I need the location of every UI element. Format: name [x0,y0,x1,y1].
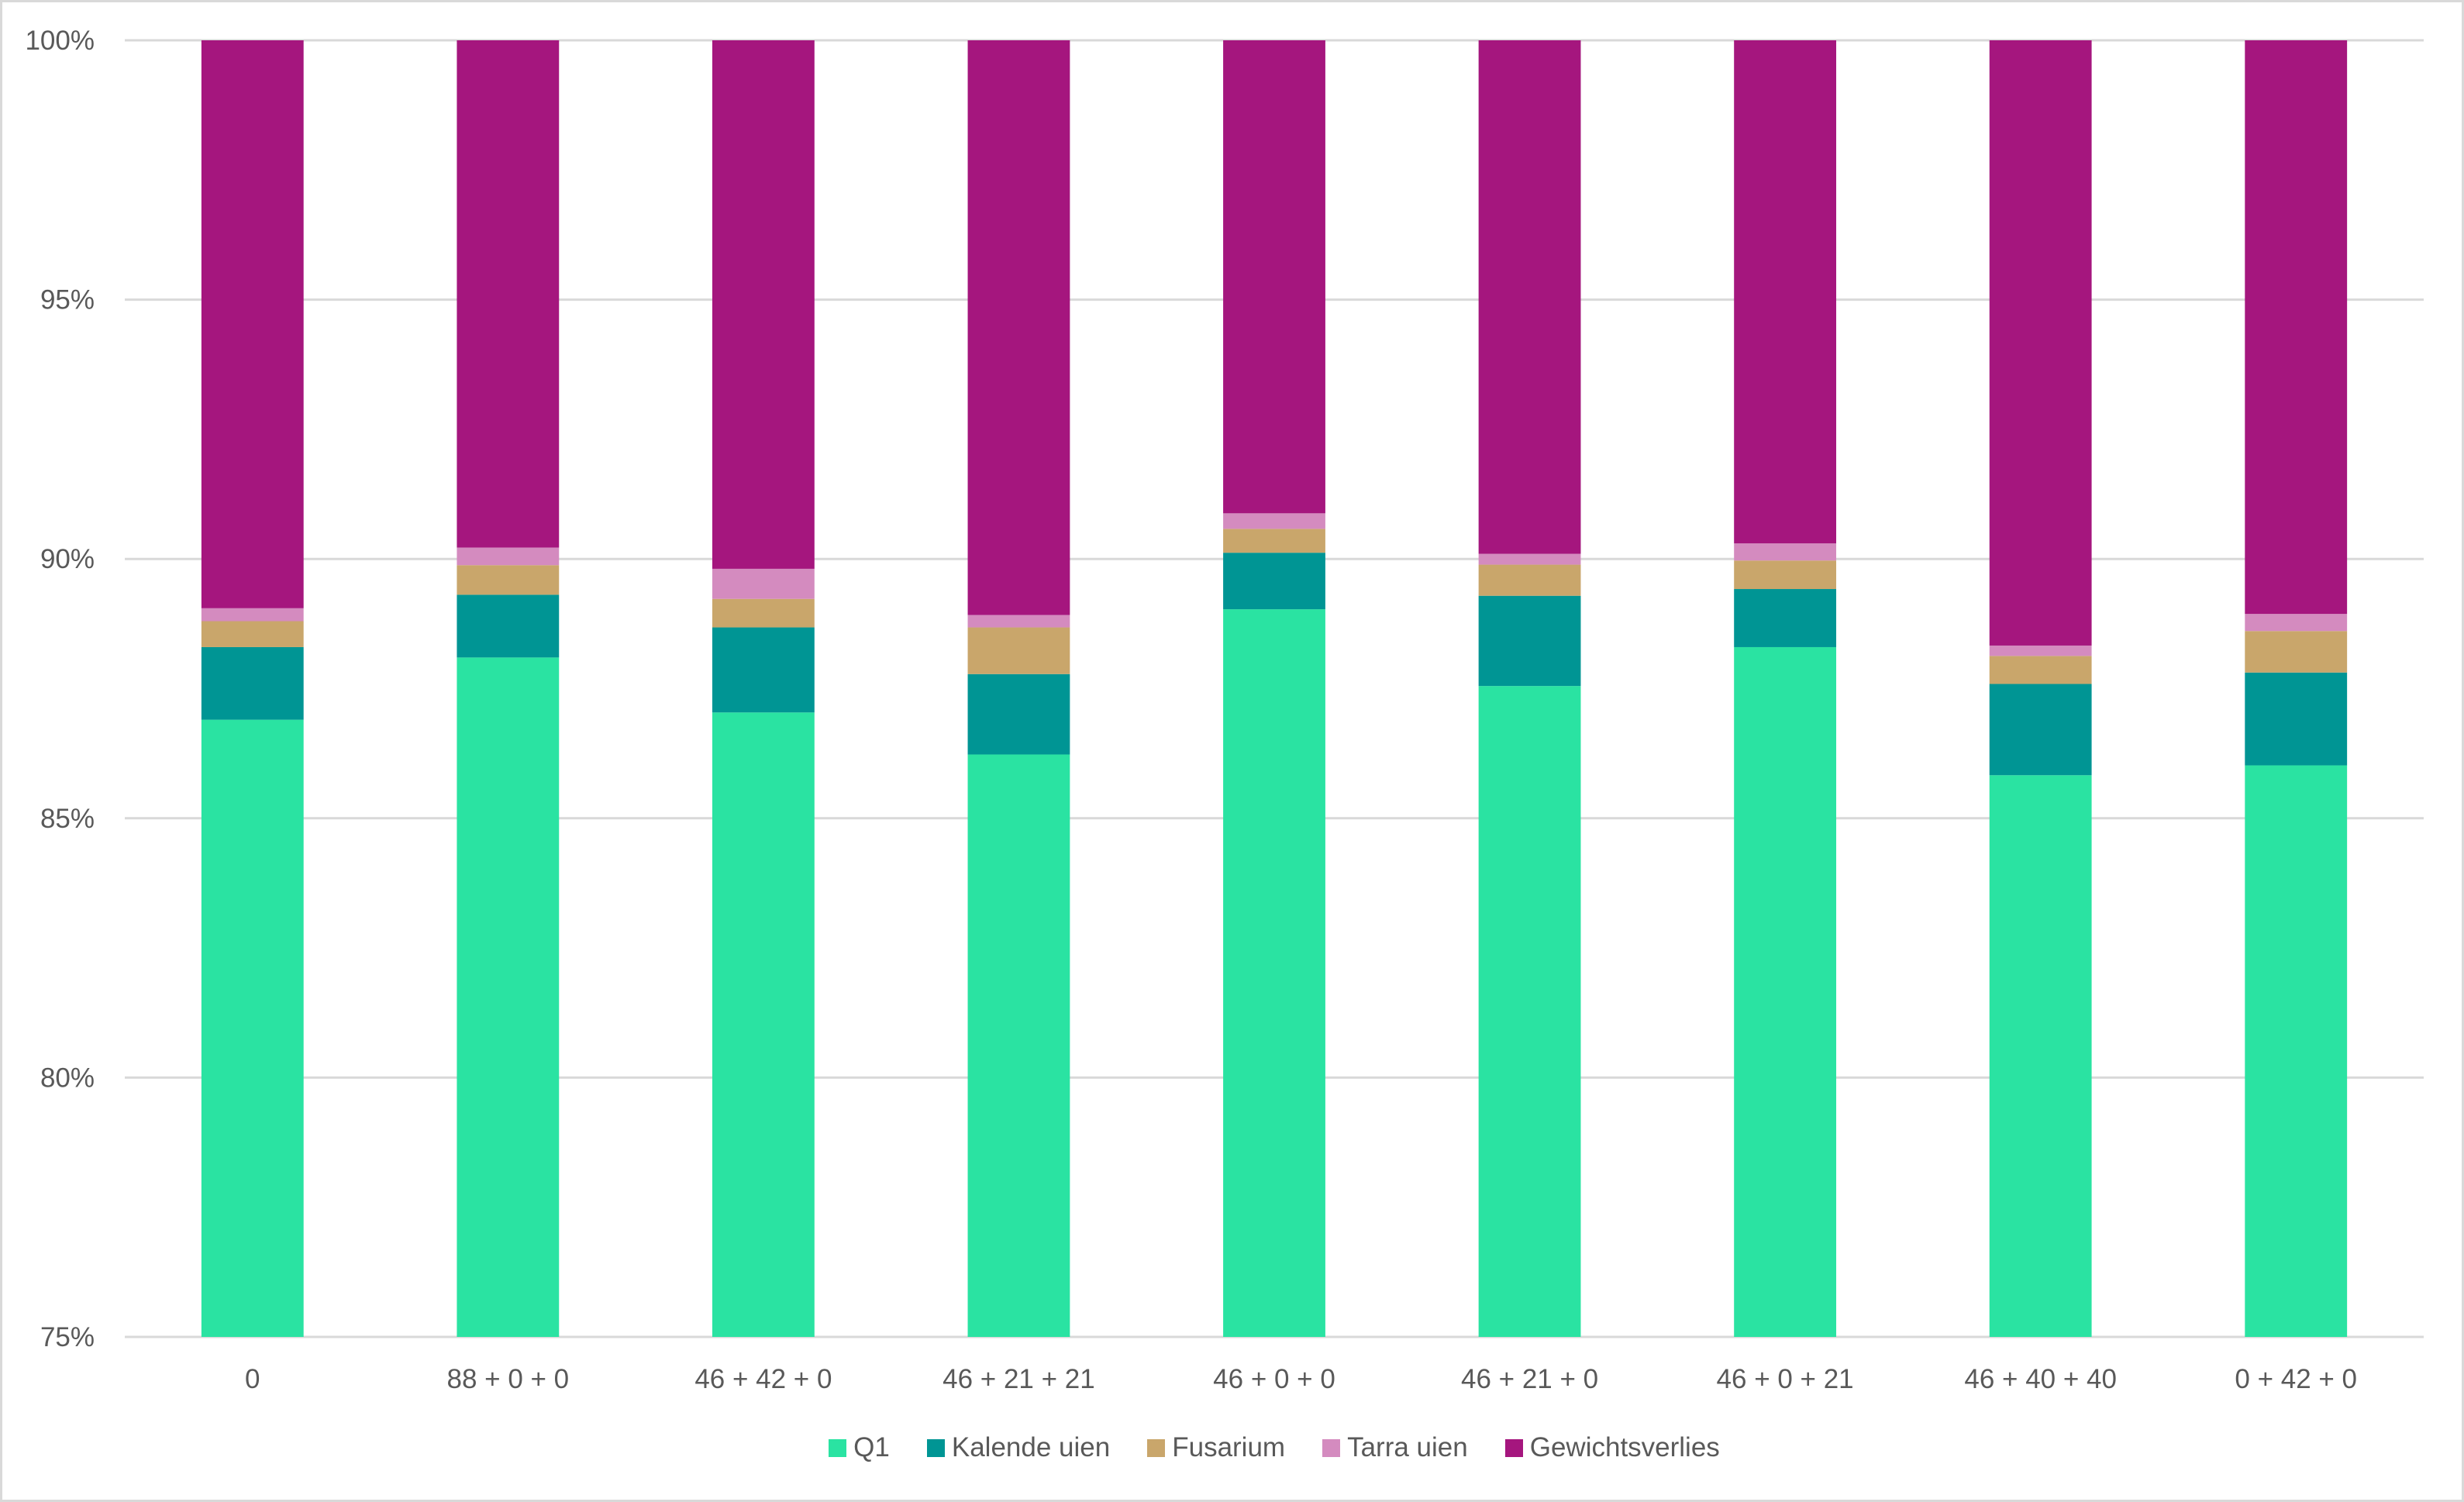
x-tick-label: 46 + 0 + 0 [1213,1364,1335,1394]
y-tick-label: 100% [25,26,95,56]
bar-stack [1734,40,1837,1337]
bar-segment-kalende-uien[interactable] [2245,672,2348,766]
legend-label: Q1 [853,1432,890,1462]
bar-segment-gewichtsverlies[interactable] [1734,40,1837,544]
legend-label: Gewichtsverlies [1529,1432,1720,1462]
bar-segment-fusarium[interactable] [712,598,815,628]
bar-segment-tarra-uien[interactable] [1478,553,1581,565]
legend-item-tarra-uien[interactable]: Tarra uien [1322,1432,1468,1463]
legend-label: Fusarium [1172,1432,1286,1462]
bar-segment-tarra-uien[interactable] [201,608,304,622]
bar-stack [2245,40,2348,1337]
bar-segment-tarra-uien[interactable] [457,547,560,566]
bar-segment-kalende-uien[interactable] [1989,684,2092,776]
bar-stack [1223,40,1325,1337]
y-axis-tick-labels: 75% 80% 85% 90% 95% 100% [25,26,95,1352]
bar-segment-fusarium[interactable] [1734,560,1837,590]
legend-item-fusarium[interactable]: Fusarium [1147,1432,1285,1463]
bar-segment-kalende-uien[interactable] [1734,589,1837,647]
x-tick-label: 46 + 42 + 0 [694,1364,832,1394]
bar-segment-fusarium[interactable] [2245,631,2348,673]
x-tick-label: 88 + 0 + 0 [447,1364,570,1394]
bar-segment-q1[interactable] [457,657,560,1337]
bar-segment-gewichtsverlies[interactable] [1223,40,1325,514]
x-tick-label: 46 + 0 + 21 [1717,1364,1854,1394]
bar-segment-tarra-uien[interactable] [1223,513,1325,529]
bar-segment-kalende-uien[interactable] [1478,595,1581,687]
bar-segment-fusarium[interactable] [967,627,1070,674]
x-tick-label: 46 + 21 + 21 [943,1364,1095,1394]
bar-segment-kalende-uien[interactable] [967,673,1070,755]
bar-segment-kalende-uien[interactable] [457,594,560,658]
y-tick-label: 75% [40,1322,95,1352]
bar-segment-q1[interactable] [967,754,1070,1337]
y-tick-label: 95% [40,285,95,315]
bar-segment-q1[interactable] [1734,646,1837,1337]
x-axis-tick-labels: 0 88 + 0 + 0 46 + 42 + 0 46 + 21 + 21 46 + 0… [245,1364,2357,1394]
legend-item-gewichtsverlies[interactable]: Gewichtsverlies [1504,1432,1720,1463]
bar-stack [201,40,304,1337]
legend-swatch-gewichtsverlies [1504,1438,1523,1457]
legend: Q1 Kalende uien Fusarium Tarra uien Gewi… [125,1432,2424,1463]
bar-segment-fusarium[interactable] [1478,564,1581,596]
bar-segment-tarra-uien[interactable] [1734,543,1837,561]
legend-item-q1[interactable]: Q1 [829,1432,890,1463]
bar-segment-gewichtsverlies[interactable] [967,40,1070,615]
bar-stack [712,40,815,1337]
bar-segment-tarra-uien[interactable] [712,568,815,599]
bar-segment-gewichtsverlies[interactable] [1478,40,1581,554]
bar-stack [457,40,560,1337]
legend-swatch-tarra-uien [1322,1438,1341,1457]
y-tick-label: 90% [40,544,95,574]
bar-segment-fusarium[interactable] [1223,529,1325,553]
bar-segment-fusarium[interactable] [457,565,560,595]
bar-segment-q1[interactable] [1989,775,2092,1337]
bar-stack [967,40,1070,1337]
legend-swatch-kalende-uien [926,1438,945,1457]
bar-segment-gewichtsverlies[interactable] [201,40,304,608]
bar-stack [1989,40,2092,1337]
bar-segment-gewichtsverlies[interactable] [712,40,815,569]
bar-segment-fusarium[interactable] [201,621,304,647]
bar-segment-fusarium[interactable] [1989,656,2092,684]
bar-segment-q1[interactable] [1478,686,1581,1337]
x-tick-label: 46 + 40 + 40 [1964,1364,2117,1394]
legend-label: Kalende uien [951,1432,1111,1462]
legend-swatch-fusarium [1147,1438,1166,1457]
legend-swatch-q1 [829,1438,847,1457]
bar-segment-kalende-uien[interactable] [201,646,304,720]
y-tick-label: 85% [40,804,95,834]
bar-segment-gewichtsverlies[interactable] [2245,40,2348,615]
bars [201,40,2348,1337]
bar-segment-q1[interactable] [712,712,815,1337]
bar-segment-tarra-uien[interactable] [2245,614,2348,632]
bar-segment-gewichtsverlies[interactable] [457,40,560,548]
legend-label: Tarra uien [1347,1432,1468,1462]
bar-segment-q1[interactable] [1223,609,1325,1337]
bar-segment-kalende-uien[interactable] [712,627,815,713]
bar-segment-q1[interactable] [2245,765,2348,1337]
bar-segment-tarra-uien[interactable] [967,615,1070,628]
x-tick-label: 0 [245,1364,260,1394]
legend-item-kalende-uien[interactable]: Kalende uien [926,1432,1111,1463]
bar-stack [1478,40,1581,1337]
bar-segment-gewichtsverlies[interactable] [1989,40,2092,646]
x-tick-label: 0 + 42 + 0 [2235,1364,2357,1394]
x-tick-label: 46 + 21 + 0 [1461,1364,1598,1394]
bar-segment-tarra-uien[interactable] [1989,645,2092,656]
bar-segment-q1[interactable] [201,719,304,1337]
bar-segment-kalende-uien[interactable] [1223,553,1325,610]
y-tick-label: 80% [40,1063,95,1093]
